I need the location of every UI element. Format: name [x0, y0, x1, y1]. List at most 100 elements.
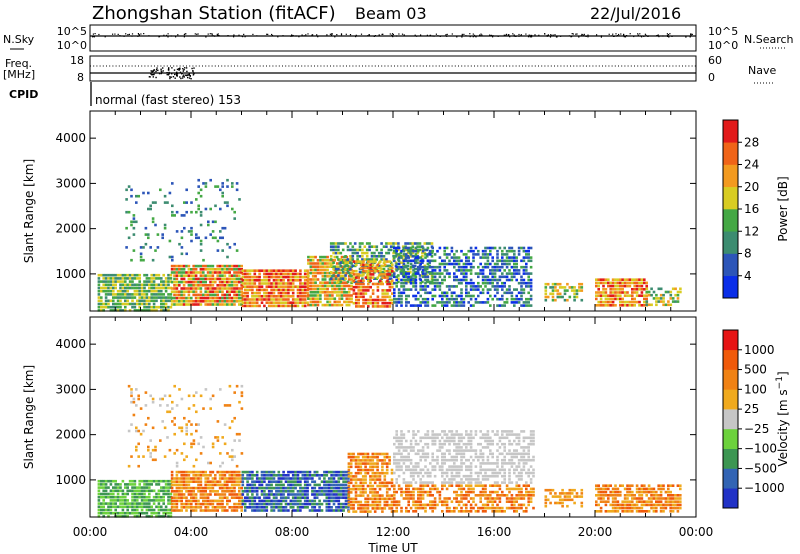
power-cell [365, 258, 369, 261]
velocity-cell [140, 495, 144, 499]
power-cell [221, 271, 224, 274]
power-cell [294, 298, 297, 301]
power-cell [311, 262, 315, 265]
nsky-dot [340, 33, 343, 35]
power-cell [180, 268, 183, 271]
power-cell [368, 258, 371, 261]
power-cell [182, 296, 186, 300]
velocity-cell [112, 499, 115, 502]
velocity-cell [426, 455, 430, 459]
velocity-cell [170, 470, 174, 474]
power-cell [659, 287, 663, 291]
power-cell [329, 245, 333, 248]
power-cell [409, 288, 413, 291]
velocity-cell [279, 477, 283, 480]
power-cell [326, 268, 329, 272]
power-cell [223, 226, 227, 230]
power-cell [211, 274, 215, 277]
velocity-cell [190, 499, 193, 503]
power-cell [218, 287, 222, 290]
nsky-dot [461, 33, 463, 35]
power-cell [472, 256, 475, 259]
power-cell [148, 296, 151, 299]
power-cell [240, 280, 243, 284]
velocity-cell [173, 502, 176, 506]
nave-dot [152, 74, 154, 76]
power-cell [377, 251, 381, 255]
velocity-cell [204, 483, 207, 487]
power-cell [332, 261, 335, 264]
velocity-cell [138, 515, 141, 518]
velocity-cell [455, 474, 458, 478]
power-cell [128, 293, 132, 296]
power-cell [126, 302, 129, 306]
velocity-cell [240, 506, 243, 509]
power-cell [319, 268, 322, 272]
power-cell [373, 258, 376, 261]
velocity-cell [359, 471, 363, 475]
power-cell [136, 286, 139, 290]
velocity-cell [107, 495, 110, 499]
velocity-cell [412, 446, 415, 449]
power-cell [501, 265, 504, 269]
power-cell [119, 302, 122, 306]
power-colorbar-block [723, 164, 738, 188]
power-cell [246, 269, 249, 272]
power-cell [493, 288, 497, 291]
velocity-cell [371, 491, 375, 494]
power-cell [406, 261, 410, 264]
velocity-cell [182, 470, 186, 474]
power-cell [116, 309, 120, 312]
power-cell [631, 300, 634, 304]
power-cell [445, 291, 449, 295]
nsky-dot [508, 34, 510, 36]
power-cell [316, 259, 320, 262]
velocity-cell [197, 477, 200, 480]
power-colorbar-tick-label: 8 [744, 247, 752, 261]
power-cell [628, 281, 632, 285]
power-cell [520, 304, 523, 307]
velocity-cell [246, 486, 249, 490]
velocity-cell [279, 490, 283, 493]
power-cell [380, 248, 383, 252]
power-cell [171, 258, 174, 262]
velocity-cell [294, 477, 297, 480]
power-cell [233, 268, 236, 271]
power-cell [405, 297, 408, 301]
power-cell [520, 285, 523, 288]
velocity-cell [402, 449, 406, 452]
nsky-dot [233, 34, 235, 36]
nsky-dot [437, 35, 439, 37]
power-cell [481, 288, 485, 291]
power-cell [204, 182, 208, 185]
velocity-cell [354, 459, 358, 462]
power-cell [595, 294, 598, 297]
velocity-cell [438, 439, 442, 443]
nave-dot [176, 71, 178, 73]
power-cell [216, 185, 220, 188]
velocity-cell [277, 480, 281, 483]
power-cell [238, 296, 241, 300]
velocity-cell [294, 493, 297, 496]
power-cell [457, 262, 461, 266]
nsky-frame [89, 24, 697, 52]
velocity-cell [376, 503, 379, 507]
velocity-cell [383, 471, 387, 475]
velocity-cell [359, 503, 363, 507]
nsky-dot [469, 36, 471, 38]
power-cell [350, 300, 353, 304]
power-cell [284, 295, 288, 298]
velocity-cell [335, 483, 338, 487]
power-cell [289, 282, 293, 285]
nsky-dot [618, 35, 620, 37]
power-cell [379, 273, 382, 276]
power-cell [573, 292, 576, 296]
power-cell [326, 291, 329, 294]
power-cell [438, 285, 442, 288]
power-cell [469, 272, 473, 275]
power-cell [498, 275, 502, 279]
velocity-cell [364, 507, 367, 510]
velocity-cell [265, 499, 269, 503]
power-cell [393, 272, 396, 275]
